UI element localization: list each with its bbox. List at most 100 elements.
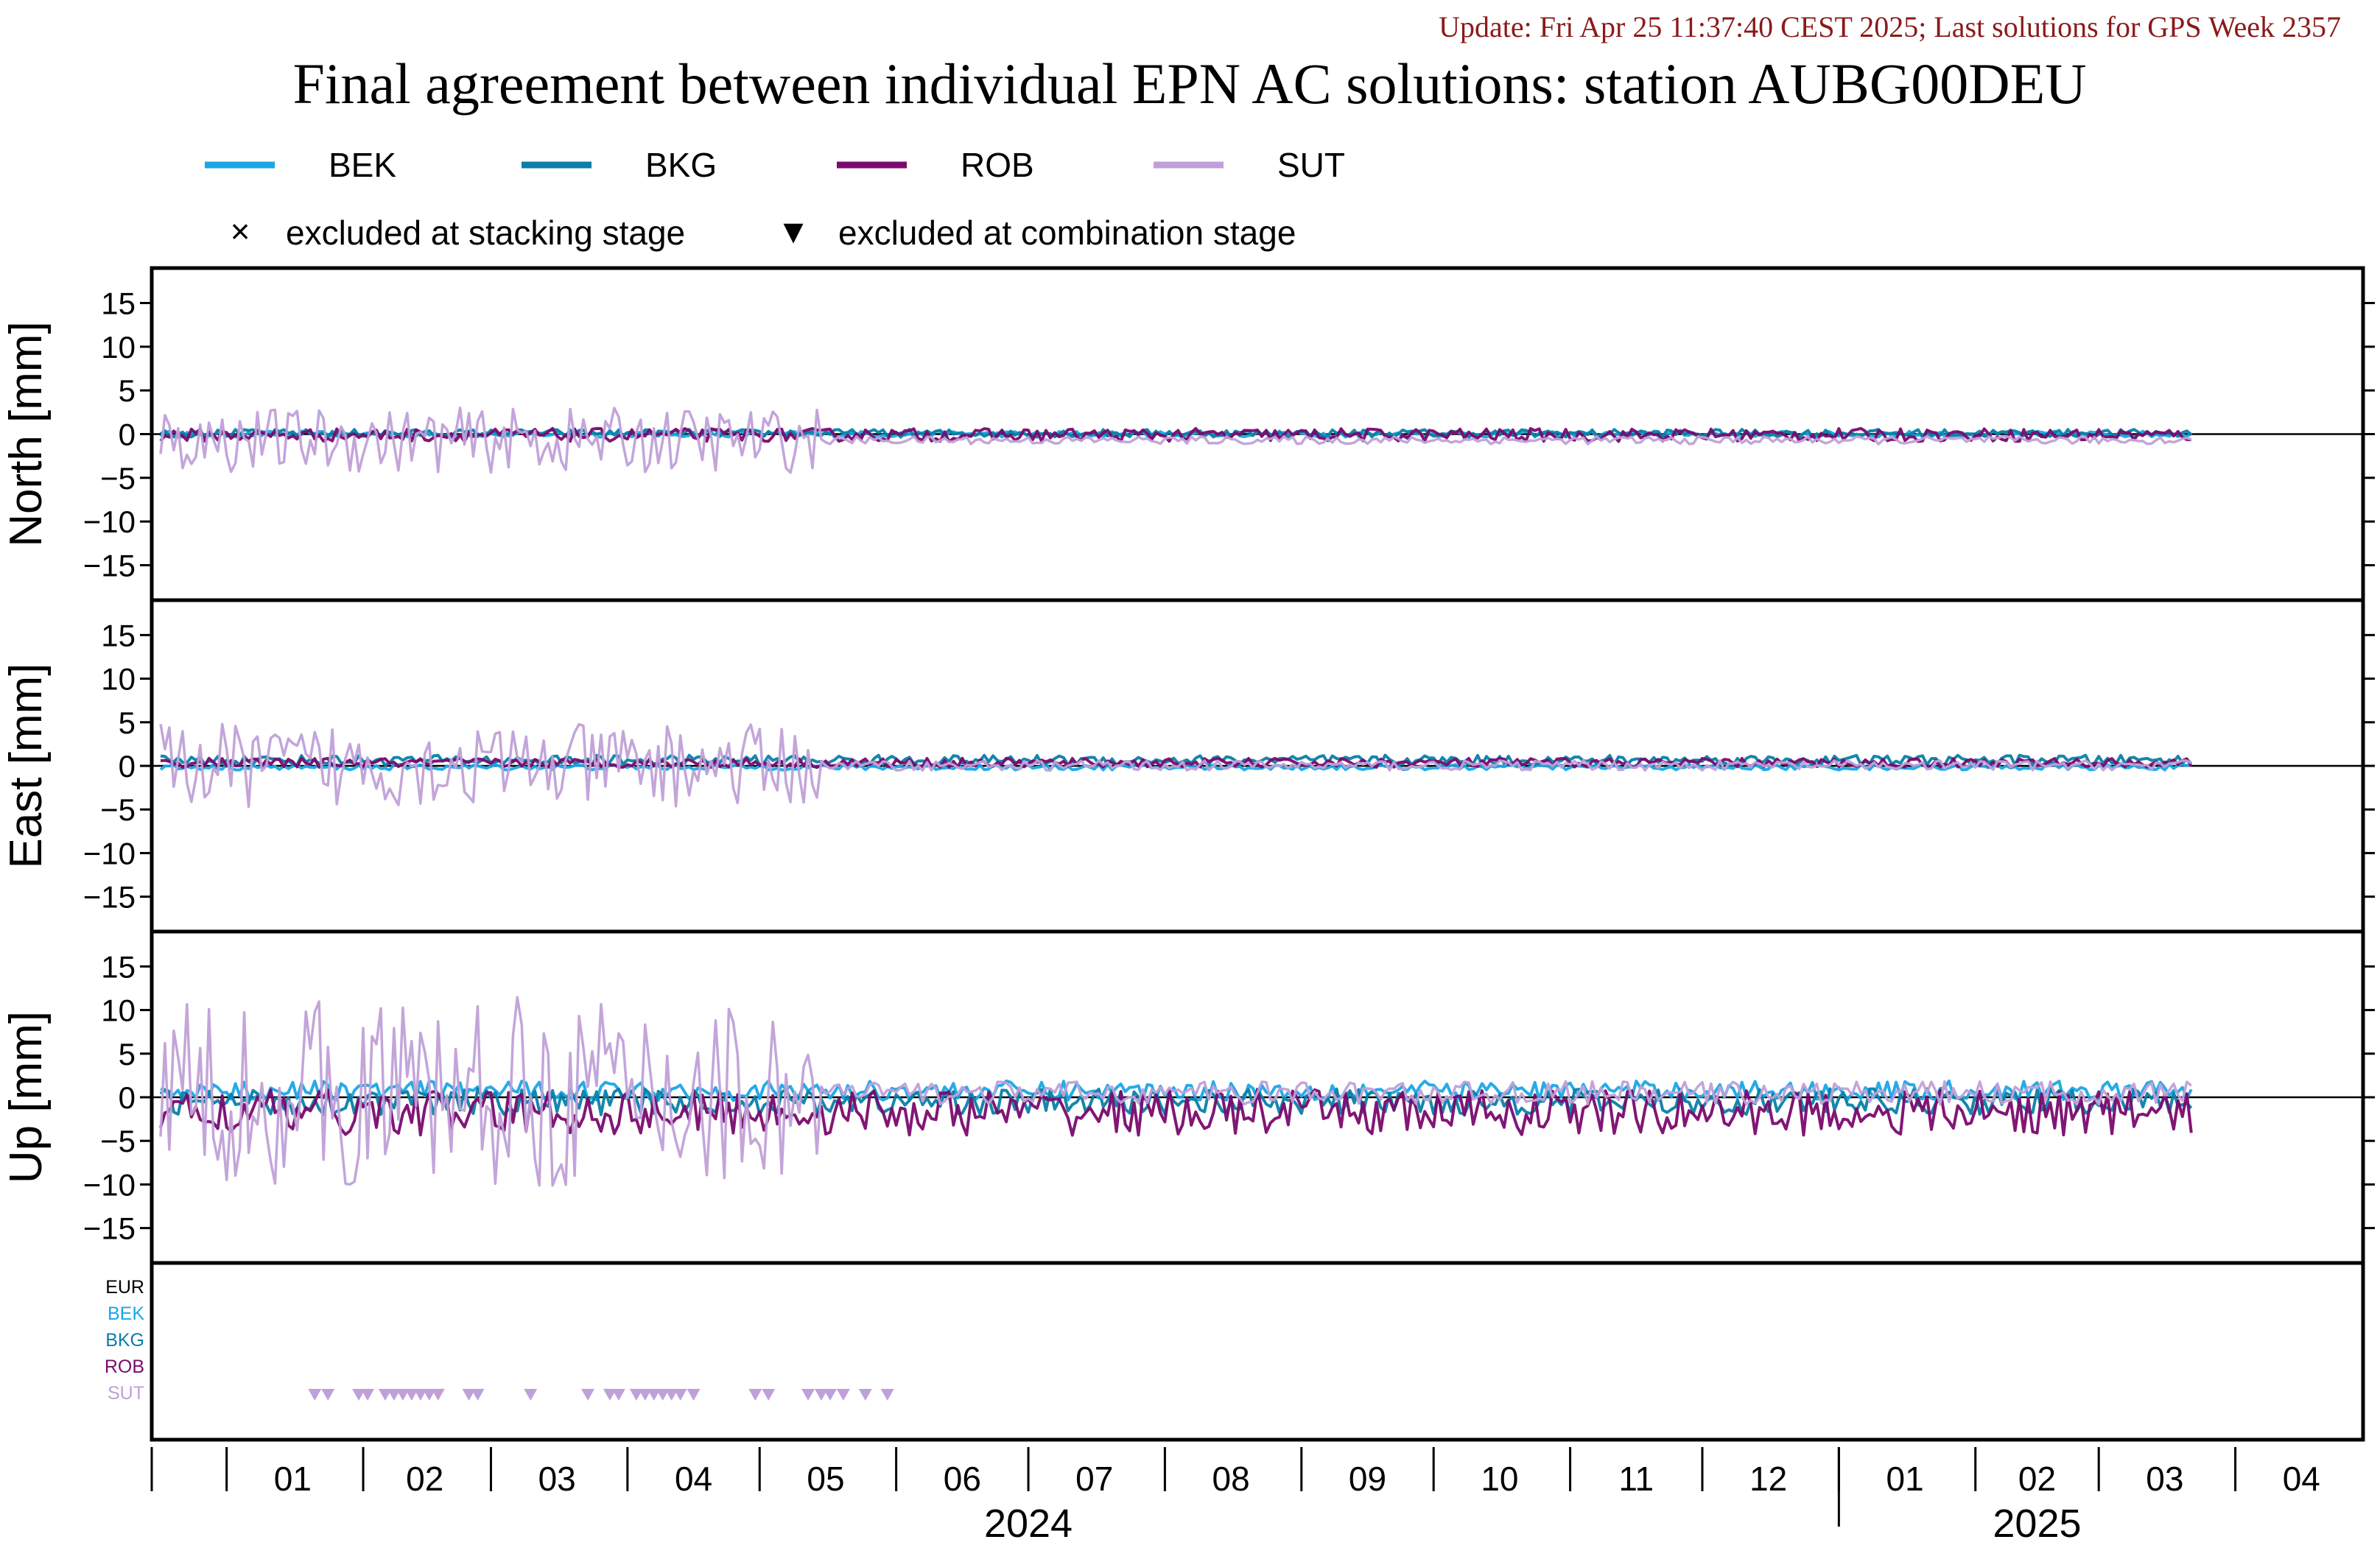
sut-exclusion-marker: [321, 1389, 335, 1401]
chart-title: Final agreement between individual EPN A…: [292, 52, 2086, 116]
y-tick-label: −15: [83, 549, 136, 583]
sut-exclusion-marker: [378, 1389, 392, 1401]
y-tick-label: 0: [119, 418, 136, 452]
exclusion-row-label-eur: EUR: [105, 1277, 144, 1298]
legend-label-bek: BEK: [329, 146, 396, 184]
y-tick-label: 10: [101, 330, 136, 365]
excluded-combination-label: excluded at combination stage: [838, 214, 1296, 252]
sut-exclusion-marker: [524, 1389, 538, 1401]
panel-north: 15 10 5 0 −5 −10 −15 North [mm]: [1, 266, 2375, 602]
update-line: Update: Fri Apr 25 11:37:40 CEST 2025; L…: [1439, 10, 2341, 43]
panel-up: 15 10 5 0 −5 −10 −15 Up [mm]: [1, 929, 2375, 1265]
y-tick-label: −10: [83, 504, 136, 539]
exclusion-row-label-bkg: BKG: [105, 1330, 144, 1351]
month-label: 10: [1481, 1460, 1518, 1498]
y-tick-label: −15: [83, 1211, 136, 1246]
sut-exclusion-marker: [687, 1389, 701, 1401]
month-label: 02: [406, 1460, 443, 1498]
month-label: 06: [944, 1460, 981, 1498]
month-label: 05: [807, 1460, 844, 1498]
month-label: 04: [675, 1460, 712, 1498]
y-tick-label: 15: [101, 949, 136, 984]
y-tick-label: −5: [100, 1124, 136, 1158]
y-tick-label: 15: [101, 618, 136, 652]
sut-exclusion-marker: [836, 1389, 850, 1401]
y-tick-label: −15: [83, 880, 136, 915]
month-label: 08: [1212, 1460, 1250, 1498]
plot-panels: 15 10 5 0 −5 −10 −15 North [mm] 15 10 5 0 −5 −10 −15 Ea…: [1, 266, 2375, 1442]
series-line-sut: [159, 996, 2192, 1187]
year-label: 2025: [1993, 1502, 2081, 1545]
y-axis-label: North [mm]: [1, 321, 52, 547]
y-tick-label: 15: [101, 286, 136, 320]
sut-exclusion-marker: [858, 1389, 872, 1401]
y-axis-label: Up [mm]: [1, 1011, 52, 1183]
y-tick-label: 5: [119, 373, 136, 408]
month-label: 11: [1618, 1460, 1654, 1498]
excluded-stacking-label: excluded at stacking stage: [286, 214, 685, 252]
legend-label-rob: ROB: [961, 146, 1034, 184]
month-label: 09: [1349, 1460, 1386, 1498]
sut-exclusion-marker: [387, 1389, 401, 1401]
sut-exclusion-marker: [629, 1389, 643, 1401]
month-label: 02: [2018, 1460, 2056, 1498]
y-tick-label: 0: [119, 749, 136, 784]
legend-label-sut: SUT: [1277, 146, 1345, 184]
month-label: 12: [1749, 1460, 1787, 1498]
sut-exclusion-marker: [664, 1389, 678, 1401]
sut-exclusion-marker: [762, 1389, 776, 1401]
sut-exclusion-marker: [603, 1389, 617, 1401]
panel-east: 15 10 5 0 −5 −10 −15 East [mm]: [1, 598, 2375, 934]
sut-exclusion-marker: [471, 1389, 485, 1401]
sut-exclusion-marker: [361, 1389, 375, 1401]
month-label: 01: [274, 1460, 312, 1498]
time-axis: 01 02 03 04 05 06 07 08 09 10 11 12 01 02 03 04 2024 2025: [150, 1447, 2320, 1545]
sut-exclusion-marker: [656, 1389, 670, 1401]
panel-exclusions: EUR BEK BKG ROB SUT: [105, 1261, 2365, 1442]
series-line-sut: [159, 722, 2192, 809]
sut-exclusion-marker: [880, 1389, 894, 1401]
y-tick-label: −10: [83, 1167, 136, 1202]
y-tick-label: −5: [100, 461, 136, 496]
sut-exclusion-marker: [673, 1389, 687, 1401]
sut-exclusion-marker: [647, 1389, 661, 1401]
month-label: 04: [2283, 1460, 2320, 1498]
legend: BEK BKG ROB SUT × excluded at stacking stage ▼…: [205, 146, 1345, 252]
sut-exclusion-marker: [431, 1389, 445, 1401]
month-label: 01: [1886, 1460, 1923, 1498]
sut-exclusion-marker: [422, 1389, 436, 1401]
sut-exclusion-marker: [352, 1389, 366, 1401]
legend-label-bkg: BKG: [645, 146, 717, 184]
month-label: 03: [2146, 1460, 2183, 1498]
sut-exclusion-marker: [462, 1389, 476, 1401]
sut-exclusion-marker: [801, 1389, 815, 1401]
sut-exclusion-marker: [611, 1389, 625, 1401]
panel-frame: [150, 1261, 2365, 1442]
exclusion-row-label-rob: ROB: [105, 1356, 144, 1377]
month-label: 03: [538, 1460, 576, 1498]
exclusion-row-label-sut: SUT: [108, 1383, 144, 1404]
excluded-combination-marker-icon: ▼: [776, 212, 810, 250]
sut-exclusion-marker: [814, 1389, 828, 1401]
y-tick-label: −5: [100, 792, 136, 827]
y-tick-label: 10: [101, 993, 136, 1028]
sut-exclusion-marker: [823, 1389, 837, 1401]
month-label: 07: [1075, 1460, 1113, 1498]
sut-exclusion-marker: [581, 1389, 595, 1401]
series-line-rob: [160, 756, 2193, 770]
exclusion-row-label-bek: BEK: [108, 1303, 144, 1324]
sut-exclusion-marker: [396, 1389, 410, 1401]
sut-exclusion-marker: [748, 1389, 762, 1401]
series-line-rob: [159, 426, 2191, 443]
series-line-sut: [159, 407, 2192, 474]
sut-exclusion-marker: [638, 1389, 652, 1401]
y-tick-label: 10: [101, 662, 136, 697]
y-tick-label: 0: [119, 1080, 136, 1115]
sut-exclusion-marker: [413, 1389, 427, 1401]
excluded-stacking-marker-icon: ×: [231, 212, 250, 250]
year-label: 2024: [984, 1502, 1073, 1545]
y-tick-label: 5: [119, 705, 136, 740]
sut-exclusion-marker: [404, 1389, 418, 1401]
sut-exclusion-marker: [308, 1389, 322, 1401]
